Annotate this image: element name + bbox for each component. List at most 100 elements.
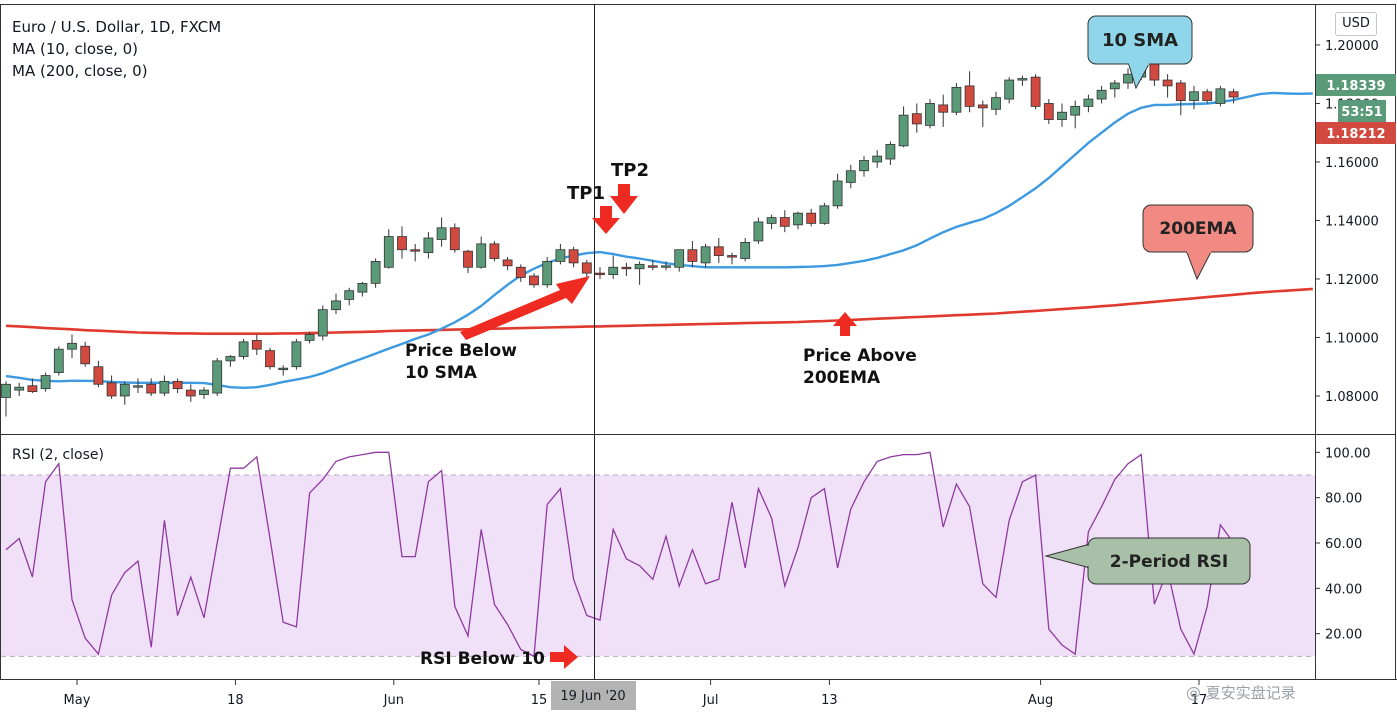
candle (1109, 80, 1120, 98)
candle-body (449, 227, 460, 251)
candle (1017, 75, 1028, 86)
ma-price-box (1316, 122, 1396, 144)
tp2-arrow (610, 184, 638, 214)
candle-body (225, 356, 236, 362)
rsi-below-text: RSI Below 10 (420, 649, 545, 669)
candle-body (278, 367, 289, 371)
candle-body (542, 261, 553, 286)
candle-body (199, 389, 209, 395)
candle (357, 281, 368, 297)
price-y-tick-label: 1.14000 (1325, 214, 1379, 229)
countdown-box (1338, 100, 1386, 122)
rsi-below-arrow (550, 645, 578, 669)
candle-body (133, 385, 143, 388)
candle-body (925, 103, 935, 126)
candle (27, 378, 38, 394)
legend-ma200[interactable]: MA (200, close, 0) (12, 62, 148, 80)
candle (463, 249, 473, 274)
price-above-arrow (833, 312, 857, 336)
candle (251, 334, 262, 356)
candle (806, 208, 817, 227)
candle-body (93, 366, 104, 385)
watermark: @ 夏安实盘记录 (1186, 684, 1296, 702)
candle (938, 94, 949, 127)
candle-body (265, 350, 275, 368)
candle (331, 293, 341, 315)
candle (14, 382, 25, 396)
candle-body (753, 221, 764, 242)
candle-body (476, 243, 487, 268)
candle (819, 202, 830, 225)
time-tick-label: Aug (1028, 693, 1053, 708)
candle (1030, 74, 1041, 110)
candle-body (911, 113, 922, 125)
candle-body (938, 104, 949, 113)
rsi-pane-title[interactable]: RSI (2, close) (12, 447, 104, 463)
candle (212, 357, 223, 396)
candle-body (581, 262, 592, 274)
candle (93, 360, 104, 388)
candle-body (529, 275, 539, 286)
sma10-line (5, 91, 1313, 390)
candle (1, 381, 11, 417)
price-above-text-line1: Price Above (803, 346, 917, 366)
candle-body (1070, 105, 1081, 116)
candle-body (713, 246, 724, 256)
candle (621, 262, 632, 277)
currency-button[interactable]: USD (1335, 12, 1377, 36)
candle-body (872, 155, 883, 163)
candles (1, 55, 1239, 417)
candle (542, 257, 553, 288)
candle (172, 378, 183, 394)
chart-legend: Euro / U.S. Dollar, 1D, FXCM MA (10, clo… (12, 16, 221, 82)
candle (951, 82, 962, 116)
candle-body (647, 265, 658, 268)
time-tick-label: 15 (531, 693, 548, 708)
candle (1096, 85, 1107, 104)
candle (753, 217, 764, 244)
candle (1215, 85, 1226, 107)
candle (119, 381, 130, 405)
candle-body (80, 345, 91, 365)
candle-body (1004, 79, 1015, 100)
candle (476, 236, 487, 269)
candle (133, 378, 143, 394)
tp1-arrow (592, 206, 620, 234)
ma-price-label: 1.18212 (1326, 127, 1385, 142)
time-tick-label: 18 (227, 693, 244, 708)
candle-body (1096, 89, 1107, 100)
rsi-line (5, 451, 1248, 658)
candle (1123, 68, 1133, 89)
candle-body (779, 217, 790, 227)
candle (779, 210, 790, 233)
candle-body (1189, 91, 1199, 101)
price-y-tick-label: 1.08000 (1325, 390, 1379, 405)
candle-body (53, 348, 64, 373)
candle-body (397, 236, 407, 251)
candle-body (991, 97, 1001, 110)
candle-body (423, 237, 434, 254)
candle-body (661, 265, 671, 268)
candle-body (40, 375, 51, 390)
candle (344, 287, 355, 306)
candle-body (727, 255, 737, 258)
candle (146, 378, 157, 396)
candle-body (885, 144, 896, 160)
candle-body (555, 249, 566, 262)
candle (634, 261, 645, 285)
candle (793, 211, 803, 230)
rsi-y-tick-label: 80.00 (1325, 492, 1362, 507)
candle (1043, 99, 1054, 124)
legend-ma10[interactable]: MA (10, close, 0) (12, 40, 139, 58)
candle (265, 347, 275, 370)
rsi-callout-joint (1086, 546, 1092, 566)
time-axis: May 18 Jun 15 Jul 13 Aug 17 (64, 680, 1207, 708)
candle-body (595, 272, 605, 276)
candle (80, 341, 91, 367)
candle (502, 257, 513, 271)
candle-body (146, 383, 157, 394)
legend-symbol[interactable]: Euro / U.S. Dollar, 1D, FXCM (12, 18, 222, 36)
candle (53, 346, 64, 376)
